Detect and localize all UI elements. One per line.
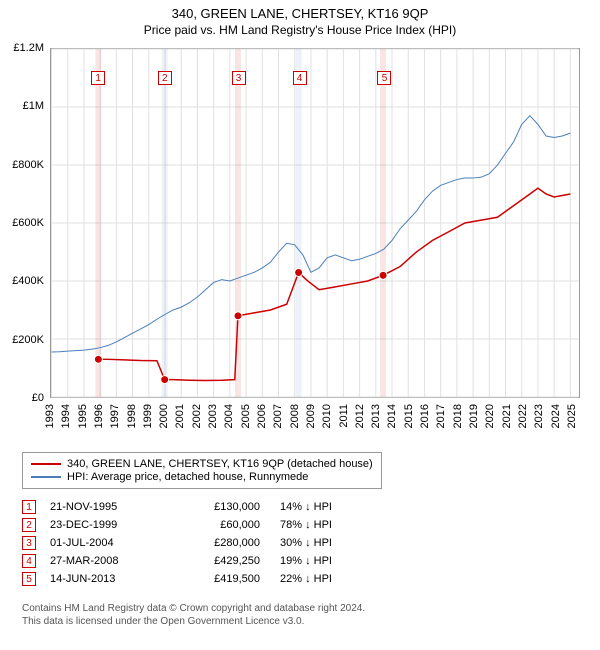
legend-row-hpi: HPI: Average price, detached house, Runn… xyxy=(31,471,373,483)
sales-table-row: 2 23-DEC-1999£60,00078% ↓ HPI xyxy=(22,516,370,534)
legend-swatch-hpi xyxy=(31,476,61,478)
x-tick-label: 1998 xyxy=(126,404,138,428)
sale-marker-label: 4 xyxy=(293,71,307,85)
legend: 340, GREEN LANE, CHERTSEY, KT16 9QP (det… xyxy=(22,452,382,489)
x-tick-label: 2007 xyxy=(272,404,284,428)
title-address: 340, GREEN LANE, CHERTSEY, KT16 9QP xyxy=(0,6,600,21)
x-tick-label: 2001 xyxy=(174,404,186,428)
sale-marker-label: 3 xyxy=(232,71,246,85)
x-tick-label: 2012 xyxy=(354,404,366,428)
x-tick-label: 1994 xyxy=(60,404,72,428)
sale-delta: 19% ↓ HPI xyxy=(280,555,370,567)
sale-index-box: 5 xyxy=(22,572,36,586)
sales-table-row: 1 21-NOV-1995£130,00014% ↓ HPI xyxy=(22,498,370,516)
sale-date: 21-NOV-1995 xyxy=(50,501,180,513)
x-tick-label: 2009 xyxy=(305,404,317,428)
footer: Contains HM Land Registry data © Crown c… xyxy=(22,602,365,628)
sale-date: 01-JUL-2004 xyxy=(50,537,180,549)
x-tick-label: 2016 xyxy=(419,404,431,428)
y-tick-label: £200K xyxy=(12,334,44,346)
x-tick-label: 2025 xyxy=(566,404,578,428)
sale-date: 14-JUN-2013 xyxy=(50,573,180,585)
x-tick-label: 2000 xyxy=(158,404,170,428)
x-tick-label: 2004 xyxy=(223,404,235,428)
x-tick-label: 2023 xyxy=(533,404,545,428)
sale-index-box: 1 xyxy=(22,500,36,514)
chart-svg xyxy=(51,49,579,397)
legend-swatch-property xyxy=(31,463,61,465)
sale-price: £280,000 xyxy=(180,537,280,549)
y-tick-label: £400K xyxy=(12,275,44,287)
sale-price: £60,000 xyxy=(180,519,280,531)
x-tick-label: 2015 xyxy=(403,404,415,428)
chart-container: 340, GREEN LANE, CHERTSEY, KT16 9QP Pric… xyxy=(0,0,600,650)
x-tick-label: 2005 xyxy=(240,404,252,428)
x-tick-label: 2013 xyxy=(370,404,382,428)
x-tick-label: 2017 xyxy=(435,404,447,428)
sale-index-box: 3 xyxy=(22,536,36,550)
titles: 340, GREEN LANE, CHERTSEY, KT16 9QP Pric… xyxy=(0,0,600,39)
footer-line1: Contains HM Land Registry data © Crown c… xyxy=(22,602,365,615)
sale-delta: 22% ↓ HPI xyxy=(280,573,370,585)
legend-row-property: 340, GREEN LANE, CHERTSEY, KT16 9QP (det… xyxy=(31,458,373,470)
y-tick-label: £600K xyxy=(12,217,44,229)
x-tick-label: 2018 xyxy=(452,404,464,428)
sale-delta: 30% ↓ HPI xyxy=(280,537,370,549)
sale-marker-label: 5 xyxy=(377,71,391,85)
sale-index-box: 4 xyxy=(22,554,36,568)
x-tick-label: 1997 xyxy=(109,404,121,428)
x-tick-label: 2020 xyxy=(484,404,496,428)
sale-marker-label: 1 xyxy=(91,71,105,85)
x-tick-label: 2011 xyxy=(338,404,350,428)
y-tick-label: £0 xyxy=(32,392,44,404)
sale-date: 23-DEC-1999 xyxy=(50,519,180,531)
sale-delta: 14% ↓ HPI xyxy=(280,501,370,513)
sale-date: 27-MAR-2008 xyxy=(50,555,180,567)
y-tick-label: £800K xyxy=(12,159,44,171)
x-axis: 1993199419951996199719981999200020012002… xyxy=(50,400,580,450)
sale-marker-label: 2 xyxy=(158,71,172,85)
x-tick-label: 1993 xyxy=(44,404,56,428)
sale-index-box: 2 xyxy=(22,518,36,532)
x-tick-label: 2008 xyxy=(289,404,301,428)
sale-price: £130,000 xyxy=(180,501,280,513)
sales-table: 1 21-NOV-1995£130,00014% ↓ HPI 2 23-DEC-199… xyxy=(22,498,370,588)
sales-table-row: 5 14-JUN-2013£419,50022% ↓ HPI xyxy=(22,570,370,588)
y-axis: £0£200K£400K£600K£800K£1M£1.2M xyxy=(0,48,48,398)
y-tick-label: £1M xyxy=(23,100,44,112)
sale-price: £429,250 xyxy=(180,555,280,567)
sale-price: £419,500 xyxy=(180,573,280,585)
x-tick-label: 1996 xyxy=(93,404,105,428)
title-sub: Price paid vs. HM Land Registry's House … xyxy=(0,23,600,37)
x-tick-label: 2014 xyxy=(386,404,398,428)
footer-line2: This data is licensed under the Open Gov… xyxy=(22,615,365,628)
y-tick-label: £1.2M xyxy=(13,42,44,54)
plot-area: 1 2 3 4 5 xyxy=(50,48,580,398)
x-tick-label: 2024 xyxy=(550,404,562,428)
sale-delta: 78% ↓ HPI xyxy=(280,519,370,531)
x-tick-label: 1999 xyxy=(142,404,154,428)
x-tick-label: 2003 xyxy=(207,404,219,428)
sales-table-row: 4 27-MAR-2008£429,25019% ↓ HPI xyxy=(22,552,370,570)
legend-label-property: 340, GREEN LANE, CHERTSEY, KT16 9QP (det… xyxy=(67,458,373,470)
sales-table-row: 3 01-JUL-2004£280,00030% ↓ HPI xyxy=(22,534,370,552)
x-tick-label: 2002 xyxy=(191,404,203,428)
x-tick-label: 2021 xyxy=(501,404,513,428)
x-tick-label: 1995 xyxy=(77,404,89,428)
x-tick-label: 2010 xyxy=(321,404,333,428)
x-tick-label: 2019 xyxy=(468,404,480,428)
legend-label-hpi: HPI: Average price, detached house, Runn… xyxy=(67,471,308,483)
x-tick-label: 2022 xyxy=(517,404,529,428)
x-tick-label: 2006 xyxy=(256,404,268,428)
